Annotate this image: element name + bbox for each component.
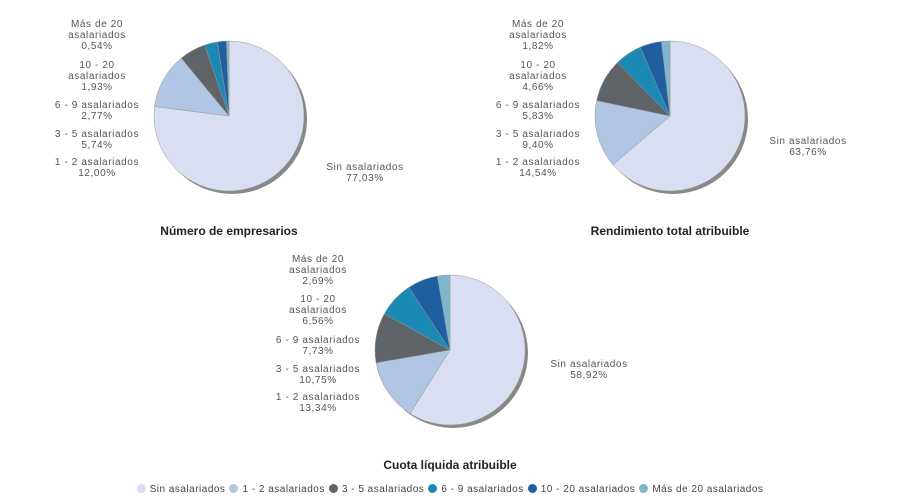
slice-value: 1,93% [81, 82, 113, 93]
pie-slice[interactable] [409, 274, 526, 426]
slice-category: 6 - 9 asalariados [275, 335, 361, 346]
pie-slice[interactable] [661, 40, 671, 117]
legend-item[interactable]: 6 - 9 asalariados [428, 484, 523, 495]
slice-value: 2,69% [302, 276, 334, 287]
slice-category: 1 - 2 asalariados [54, 157, 140, 168]
slice-value: 5,83% [522, 111, 554, 122]
slice-label: Más de 20 asalariados 0,54% [66, 19, 128, 52]
slice-category: 3 - 5 asalariados [495, 129, 581, 140]
slice-label: 6 - 9 asalariados 5,83% [496, 100, 580, 122]
legend-item[interactable]: Más de 20 asalariados [639, 484, 763, 495]
chart-title: Rendimiento total atribuible [590, 224, 750, 238]
pie-slice[interactable] [153, 40, 305, 192]
legend-label: Sin asalariados [149, 484, 226, 495]
slice-value: 4,66% [522, 82, 554, 93]
slice-value: 12,00% [78, 168, 116, 179]
slice-label: Sin asalariados 63,76% [769, 136, 846, 158]
slice-category: Más de 20 asalariados [509, 19, 567, 41]
legend-marker-icon [639, 484, 649, 493]
slice-category: 10 - 20 asalariados [289, 294, 347, 316]
pie-slice[interactable] [594, 100, 671, 166]
pie-slice[interactable] [226, 40, 230, 117]
slice-value: 63,76% [789, 147, 827, 158]
chart-title: Cuota líquida atribuible [383, 458, 517, 472]
slice-value: 9,40% [522, 140, 554, 151]
slice-label: 3 - 5 asalariados 5,74% [55, 129, 139, 151]
slice-label: Más de 20 asalariados 2,69% [287, 254, 349, 287]
slice-category: Más de 20 asalariados [289, 254, 347, 276]
legend-label: 3 - 5 asalariados [341, 484, 425, 495]
slice-category: Sin asalariados [769, 136, 847, 147]
slice-label: Más de 20 asalariados 1,82% [507, 19, 569, 52]
slice-value: 7,73% [302, 346, 334, 357]
slice-category: 3 - 5 asalariados [275, 364, 361, 375]
legend-marker-icon [136, 484, 146, 493]
legend-item[interactable]: 3 - 5 asalariados [328, 484, 425, 495]
slice-value: 77,03% [346, 173, 384, 184]
legend-marker-icon [428, 484, 438, 493]
slice-label: 6 - 9 asalariados 2,77% [55, 100, 139, 122]
slice-label: 10 - 20 asalariados 4,66% [507, 60, 569, 93]
slice-value: 14,54% [519, 168, 557, 179]
slice-value: 2,77% [81, 111, 113, 122]
slice-label: 3 - 5 asalariados 10,75% [276, 364, 360, 386]
slice-category: 1 - 2 asalariados [275, 392, 361, 403]
slice-category: Sin asalariados [550, 359, 628, 370]
slice-label: Sin asalariados 77,03% [326, 162, 403, 184]
slice-value: 5,74% [81, 140, 113, 151]
slice-category: 6 - 9 asalariados [54, 100, 140, 111]
slice-category: Sin asalariados [326, 162, 404, 173]
slice-label: 10 - 20 asalariados 6,56% [287, 294, 349, 327]
legend-marker-icon [527, 484, 537, 493]
legend-item[interactable]: 10 - 20 asalariados [527, 484, 636, 495]
legend-item[interactable]: Sin asalariados [136, 484, 226, 495]
slice-value: 10,75% [299, 375, 337, 386]
chart-title: Número de empresarios [160, 224, 298, 238]
legend-item[interactable]: 1 - 2 asalariados [229, 484, 324, 495]
slice-label: 3 - 5 asalariados 9,40% [496, 129, 580, 151]
slice-value: 58,92% [570, 370, 608, 381]
slice-label: 1 - 2 asalariados 13,34% [276, 392, 360, 414]
legend-marker-icon [229, 484, 239, 493]
legend-marker-icon [328, 484, 338, 493]
slice-category: Más de 20 asalariados [68, 19, 126, 41]
legend-label: 6 - 9 asalariados [441, 484, 524, 495]
slice-category: 10 - 20 asalariados [509, 60, 567, 82]
legend-label: 10 - 20 asalariados [540, 484, 636, 495]
slice-label: 10 - 20 asalariados 1,93% [66, 60, 128, 93]
slice-value: 6,56% [302, 316, 334, 327]
slice-category: 10 - 20 asalariados [68, 60, 126, 82]
pie-slice[interactable] [612, 40, 746, 192]
slice-label: 1 - 2 asalariados 14,54% [496, 157, 580, 179]
pie-slice[interactable] [375, 349, 451, 414]
slice-category: 6 - 9 asalariados [495, 100, 581, 111]
slice-value: 0,54% [81, 41, 113, 52]
slice-category: 3 - 5 asalariados [54, 129, 140, 140]
slice-label: 6 - 9 asalariados 7,73% [276, 335, 360, 357]
legend-label: 1 - 2 asalariados [242, 484, 325, 495]
slice-label: Sin asalariados 58,92% [550, 359, 627, 381]
legend-label: Más de 20 asalariados [652, 484, 764, 495]
slice-label: 1 - 2 asalariados 12,00% [55, 157, 139, 179]
slice-value: 1,82% [522, 41, 554, 52]
legend: Sin asalariados 1 - 2 asalariados 3 - 5 as… [0, 484, 900, 495]
pie-slice[interactable] [437, 274, 451, 351]
slice-category: 1 - 2 asalariados [495, 157, 581, 168]
slice-value: 13,34% [299, 403, 337, 414]
